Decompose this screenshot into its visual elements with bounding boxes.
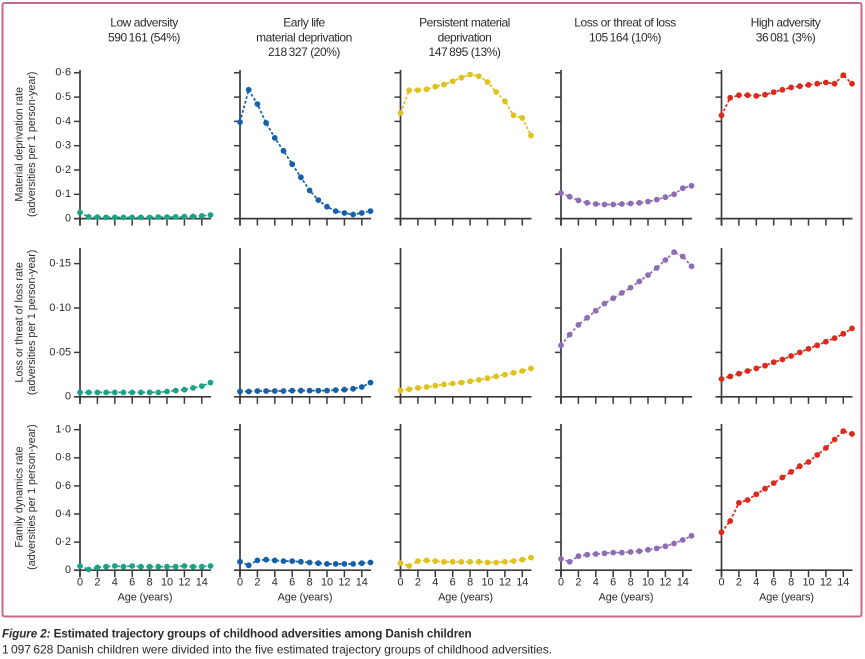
svg-text:Loss or threat of loss: Loss or threat of loss — [574, 15, 676, 29]
svg-text:2: 2 — [736, 576, 742, 588]
svg-text:8: 8 — [307, 576, 313, 588]
svg-text:2: 2 — [415, 576, 421, 588]
svg-text:0: 0 — [718, 576, 724, 588]
svg-text:Early life: Early life — [283, 15, 325, 29]
svg-text:12: 12 — [659, 576, 671, 588]
svg-text:10: 10 — [642, 576, 654, 588]
svg-text:218 327 (20%): 218 327 (20%) — [268, 45, 340, 59]
svg-text:0: 0 — [65, 564, 71, 576]
svg-text:105 164 (10%): 105 164 (10%) — [589, 30, 661, 44]
svg-text:0: 0 — [65, 391, 71, 403]
svg-text:0·4: 0·4 — [55, 508, 71, 520]
svg-text:0·1: 0·1 — [55, 188, 71, 200]
svg-text:10: 10 — [161, 576, 173, 588]
svg-text:8: 8 — [628, 576, 634, 588]
svg-text:6: 6 — [610, 576, 616, 588]
svg-text:0·8: 0·8 — [55, 452, 71, 464]
svg-text:4: 4 — [593, 576, 599, 588]
svg-text:Age (years): Age (years) — [599, 592, 654, 604]
svg-text:4: 4 — [432, 576, 438, 588]
svg-text:14: 14 — [516, 576, 528, 588]
svg-text:Low adversity: Low adversity — [110, 15, 178, 29]
svg-text:Loss or threat of loss rate: Loss or threat of loss rate — [13, 262, 25, 383]
svg-text:0·4: 0·4 — [55, 115, 71, 127]
svg-text:10: 10 — [321, 576, 333, 588]
svg-text:deprivation: deprivation — [438, 30, 492, 44]
svg-text:6: 6 — [129, 576, 135, 588]
svg-text:14: 14 — [356, 576, 368, 588]
svg-text:2: 2 — [94, 576, 100, 588]
svg-text:36 081 (3%): 36 081 (3%) — [756, 30, 816, 44]
svg-text:0·6: 0·6 — [55, 67, 71, 79]
svg-text:1 097 628 Danish children were: 1 097 628 Danish children were divided i… — [2, 643, 552, 657]
svg-text:2: 2 — [254, 576, 260, 588]
svg-text:0·15: 0·15 — [49, 257, 71, 269]
svg-text:8: 8 — [147, 576, 153, 588]
svg-text:6: 6 — [289, 576, 295, 588]
svg-text:147 895 (13%): 147 895 (13%) — [429, 45, 501, 59]
svg-text:14: 14 — [196, 576, 208, 588]
svg-text:0·2: 0·2 — [55, 536, 71, 548]
svg-text:0·05: 0·05 — [49, 346, 71, 358]
svg-text:10: 10 — [802, 576, 814, 588]
svg-text:0·5: 0·5 — [55, 91, 71, 103]
svg-text:material deprivation: material deprivation — [256, 30, 352, 44]
svg-text:14: 14 — [677, 576, 689, 588]
svg-text:Age (years): Age (years) — [278, 592, 333, 604]
svg-text:1·0: 1·0 — [55, 424, 71, 436]
svg-text:(adversities per 1 person-year: (adversities per 1 person-year) — [26, 250, 38, 395]
svg-text:0·6: 0·6 — [55, 480, 71, 492]
svg-text:0·2: 0·2 — [55, 164, 71, 176]
svg-text:6: 6 — [771, 576, 777, 588]
svg-text:Figure 2: Estimated trajectory: Figure 2: Estimated trajectory groups of… — [2, 628, 472, 641]
svg-text:Age (years): Age (years) — [438, 592, 493, 604]
svg-text:590 161 (54%): 590 161 (54%) — [108, 30, 180, 44]
svg-text:0: 0 — [558, 576, 564, 588]
svg-text:4: 4 — [753, 576, 759, 588]
svg-text:4: 4 — [272, 576, 278, 588]
svg-text:(adversities per 1 person-year: (adversities per 1 person-year) — [26, 424, 38, 569]
svg-text:12: 12 — [820, 576, 832, 588]
svg-text:0·3: 0·3 — [55, 140, 71, 152]
svg-text:8: 8 — [788, 576, 794, 588]
svg-text:0: 0 — [237, 576, 243, 588]
svg-text:10: 10 — [481, 576, 493, 588]
svg-text:12: 12 — [178, 576, 190, 588]
svg-text:Age (years): Age (years) — [118, 592, 173, 604]
svg-text:0·10: 0·10 — [49, 302, 71, 314]
svg-text:0: 0 — [65, 212, 71, 224]
svg-text:12: 12 — [499, 576, 511, 588]
svg-text:Age (years): Age (years) — [759, 592, 814, 604]
svg-text:Family dynamics rate: Family dynamics rate — [13, 447, 25, 548]
svg-text:High adversity: High adversity — [751, 15, 821, 29]
svg-text:0: 0 — [77, 576, 83, 588]
svg-text:2: 2 — [575, 576, 581, 588]
svg-text:0: 0 — [397, 576, 403, 588]
svg-text:(adversities per 1 person-year: (adversities per 1 person-year) — [26, 72, 38, 217]
svg-text:4: 4 — [112, 576, 118, 588]
svg-text:Material deprivation rate: Material deprivation rate — [13, 87, 25, 202]
svg-text:8: 8 — [467, 576, 473, 588]
svg-text:Persistent material: Persistent material — [419, 15, 510, 29]
svg-text:14: 14 — [837, 576, 849, 588]
svg-text:6: 6 — [450, 576, 456, 588]
svg-text:12: 12 — [338, 576, 350, 588]
